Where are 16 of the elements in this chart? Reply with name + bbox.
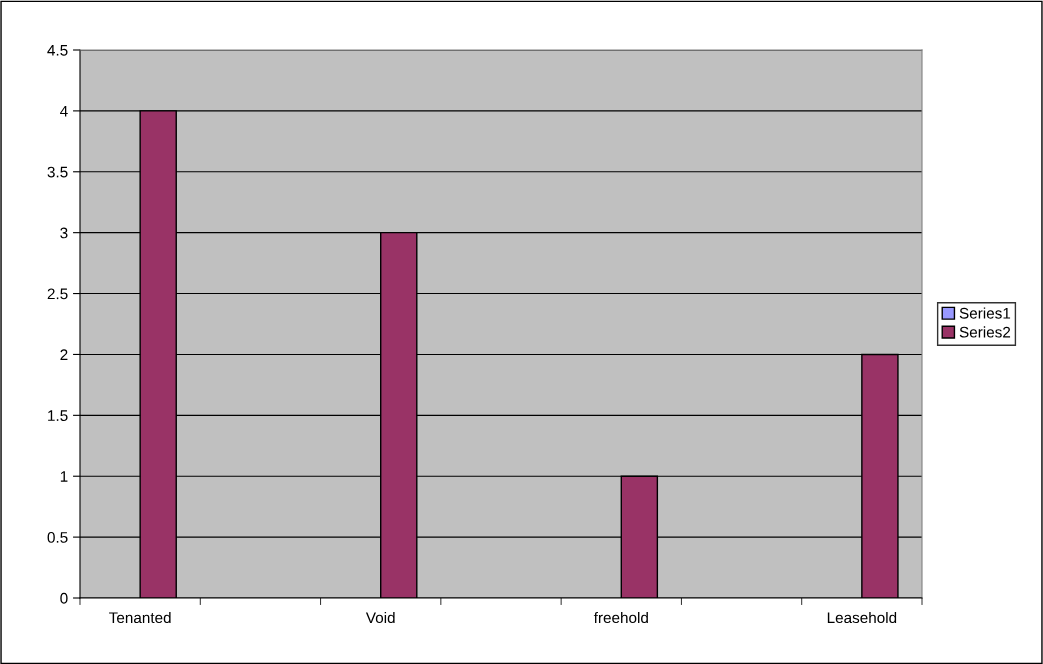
y-tick-label: 3 <box>60 227 68 239</box>
y-tick-label: 1 <box>60 471 68 482</box>
y-tick-label: 2 <box>60 349 68 360</box>
y-tick-label: 0 <box>60 592 68 604</box>
y-tick-label: 4 <box>60 105 68 117</box>
y-tick-label: 3.5 <box>47 166 68 178</box>
x-tick-label: freehold <box>593 611 648 624</box>
y-tick-label: 0.5 <box>47 531 68 543</box>
y-tick-label: 1.5 <box>48 410 68 422</box>
y-tick-label: 4.5 <box>47 45 68 56</box>
x-tick-label: Void <box>365 611 395 624</box>
legend-label: Series2 <box>959 326 1011 338</box>
x-tick-label: Leasehold <box>827 611 897 624</box>
legend-label: Series1 <box>959 307 1011 319</box>
x-tick-label: Tenanted <box>109 611 171 624</box>
y-tick-label: 2.5 <box>47 288 68 300</box>
